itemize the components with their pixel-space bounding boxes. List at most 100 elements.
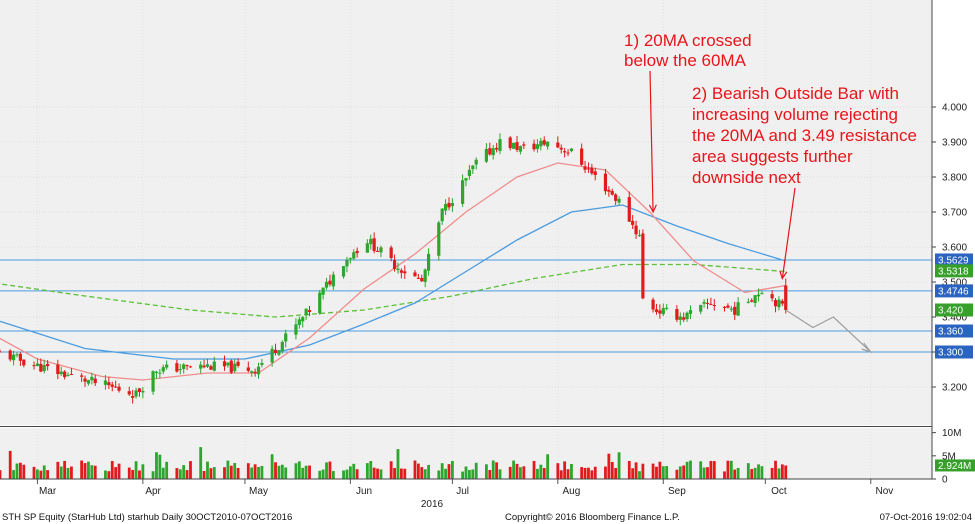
volume-bar	[185, 470, 189, 479]
candle-body	[270, 348, 274, 363]
candle-body	[641, 233, 645, 299]
candle-body	[515, 142, 519, 150]
candle-body	[654, 309, 659, 312]
volume-bar	[318, 470, 322, 479]
candle-body	[733, 306, 737, 315]
volume-bar	[587, 467, 590, 479]
candle-body	[389, 247, 393, 259]
candle-body	[583, 166, 587, 170]
volume-bar	[556, 463, 560, 479]
volume-tick-label: 5M	[942, 451, 956, 462]
candle-body	[233, 363, 237, 372]
candle-body	[256, 366, 261, 375]
volume-bar	[90, 465, 94, 479]
candle-body	[372, 238, 376, 251]
candle-body	[678, 316, 682, 320]
y-tick-label: 4.000	[942, 103, 967, 114]
volume-bar	[678, 466, 682, 479]
candle-body	[331, 274, 335, 287]
candle-body	[69, 374, 74, 376]
candle-body	[182, 364, 186, 370]
volume-bar	[447, 464, 451, 479]
volume-bar	[155, 452, 158, 479]
candle-body	[518, 146, 523, 152]
volume-bar	[331, 471, 335, 479]
candle-body	[614, 194, 618, 201]
volume-bar	[223, 467, 226, 479]
volume-bar	[280, 464, 284, 479]
volume-bar	[12, 470, 16, 479]
ma-long-line	[0, 263, 786, 318]
candle-body	[750, 300, 754, 302]
candle-body	[209, 366, 213, 370]
volume-bar	[93, 465, 97, 479]
candle-body	[423, 269, 427, 282]
annotation-arrowhead	[648, 204, 657, 214]
volume-bar	[253, 464, 257, 479]
ma20-line	[0, 162, 786, 381]
volume-bar	[284, 467, 288, 479]
candle-body	[151, 371, 155, 392]
footer-left: STH SP Equity (StarHub Ltd) starhub Dail…	[2, 512, 292, 523]
volume-bar	[178, 469, 182, 479]
candle-body	[460, 180, 465, 204]
candle-body	[352, 252, 356, 259]
candle-body	[56, 364, 60, 375]
level-label: 3.5318	[938, 266, 969, 277]
candle-body	[746, 301, 750, 303]
candle-body	[392, 260, 397, 270]
candle-body	[617, 198, 621, 203]
volume-bar	[182, 465, 186, 479]
y-tick-label: 3.600	[942, 243, 967, 254]
annotation-arrow	[649, 70, 654, 213]
volume-bar	[474, 462, 478, 479]
volume-bar	[712, 461, 716, 479]
volume-bar	[437, 470, 441, 479]
candle-body	[416, 277, 420, 279]
volume-bar	[403, 468, 407, 479]
volume-bar	[423, 469, 427, 479]
volume-last-label-box	[935, 459, 975, 472]
volume-bar	[631, 468, 635, 479]
level-label-box	[935, 324, 973, 338]
candle-body	[93, 378, 97, 384]
candle-body	[0, 351, 2, 353]
candle-body	[566, 152, 570, 154]
volume-bar	[658, 461, 662, 479]
volume-bar	[46, 470, 50, 479]
volume-bar	[209, 468, 213, 479]
footer-right: 07-Oct-2016 19:02:04	[880, 512, 972, 523]
moving-averages	[0, 162, 786, 381]
volume-bar	[226, 460, 230, 479]
volume-bar	[420, 467, 424, 479]
candle-body	[464, 178, 468, 181]
candle-body	[491, 148, 495, 156]
volume-bar	[750, 469, 754, 479]
volume-bar	[175, 468, 179, 479]
candle-body	[450, 203, 454, 207]
ma60-line	[0, 204, 786, 360]
volume-bar	[563, 461, 567, 479]
candle-body	[318, 292, 322, 314]
volume-bar	[165, 461, 169, 479]
candle-body	[277, 350, 281, 355]
candle-body	[12, 354, 16, 361]
candle-body	[301, 317, 305, 322]
candle-body	[603, 173, 608, 192]
volume-bar	[369, 460, 373, 479]
volume-bar	[355, 469, 359, 479]
candle-body	[399, 270, 403, 273]
volume-bar	[66, 467, 70, 479]
volume-bar	[80, 460, 84, 479]
candle-body	[729, 308, 733, 310]
y-tick-label: 3.400	[942, 313, 967, 324]
volume-bar	[15, 463, 19, 479]
volume-bar	[199, 447, 203, 479]
volume-bar	[393, 467, 396, 479]
volume-bar	[131, 469, 135, 479]
annotation-text: 1) 20MA crossed	[624, 31, 752, 50]
volume-bar	[450, 460, 454, 479]
volume-bar	[379, 469, 383, 479]
candle-body	[39, 363, 43, 372]
volume-bar	[19, 462, 22, 479]
